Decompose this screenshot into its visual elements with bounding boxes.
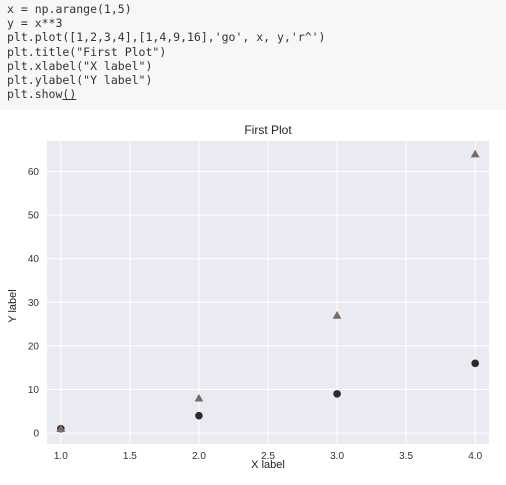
chart-title: First Plot — [244, 123, 292, 137]
y-tick-label-6: 60 — [28, 167, 40, 178]
triangle-point-4 — [470, 149, 480, 158]
circle-point-2 — [195, 411, 203, 420]
code-cursor-highlight: () — [62, 87, 77, 102]
code-line-7: plt.show() — [7, 87, 77, 102]
x-tick-labels: 1.0 1.5 2.0 2.5 3.0 3.5 4.0 — [54, 451, 483, 462]
code-cell[interactable]: x = np.arange(1,5) y = x**3 plt.plot([1,… — [0, 0, 506, 110]
x-tick-label-5: 3.5 — [399, 451, 413, 462]
plot-output: 1.0 1.5 2.0 2.5 3.0 3.5 4.0 0 10 20 30 40 50 60 Firs… — [0, 112, 506, 480]
code-line-4: plt.title("First Plot") — [7, 44, 167, 59]
y-tick-label-1: 10 — [28, 385, 40, 396]
code-line-2: y = x**3 — [7, 16, 63, 31]
grid-lines — [47, 141, 489, 444]
circle-point-3 — [333, 390, 341, 398]
x-tick-label-2: 2.0 — [192, 451, 206, 462]
y-tick-label-4: 40 — [28, 254, 40, 265]
triangle-point-1 — [56, 424, 66, 433]
data-marks — [56, 149, 480, 433]
x-tick-label-4: 3.0 — [330, 451, 344, 462]
y-tick-label-2: 20 — [28, 341, 40, 352]
code-line-5: plt.xlabel("X label") — [7, 58, 153, 73]
triangle-point-3 — [332, 310, 342, 319]
x-tick-label-6: 4.0 — [468, 451, 482, 462]
y-tick-label-0: 0 — [33, 429, 39, 440]
code-line-1: x = np.arange(1,5) — [7, 2, 132, 16]
x-axis-label: X label — [251, 459, 285, 471]
triangle-point-2 — [194, 393, 204, 402]
x-tick-label-1: 1.5 — [123, 451, 137, 462]
y-tick-labels: 0 10 20 30 40 50 60 — [28, 167, 40, 440]
circle-point-4 — [471, 359, 479, 368]
scatter-chart: 1.0 1.5 2.0 2.5 3.0 3.5 4.0 0 10 20 30 40 50 60 Firs… — [7, 123, 489, 471]
code-line-6: plt.ylabel("Y label") — [7, 73, 153, 88]
code-line-3: plt.plot([1,2,3,4],[1,4,9,16],'go', x, y… — [7, 30, 326, 45]
y-axis-label: Y label — [7, 289, 19, 322]
x-tick-label-0: 1.0 — [54, 451, 68, 462]
x-tick-label-3: 2.5 — [261, 451, 275, 462]
y-tick-label-5: 50 — [28, 211, 40, 222]
y-tick-label-3: 30 — [28, 298, 40, 309]
